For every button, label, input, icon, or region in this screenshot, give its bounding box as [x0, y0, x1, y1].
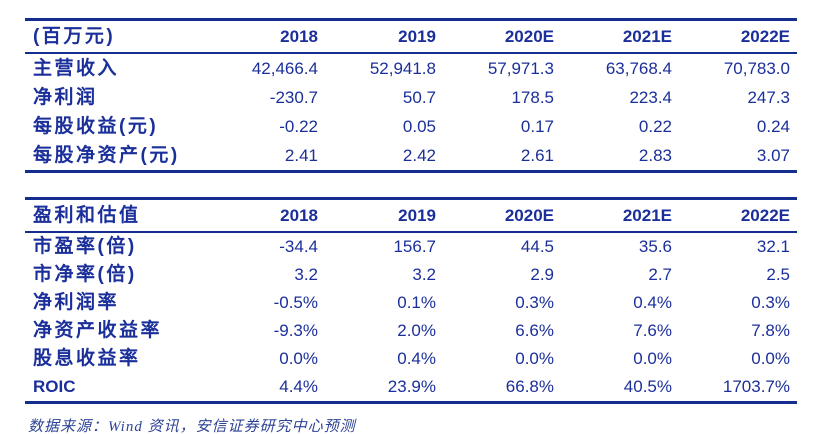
cell-value: 63,768.4: [605, 59, 672, 78]
table-row-dividend-yield: 股息收益率 0.0% 0.4% 0.0% 0.0% 0.0%: [25, 345, 797, 373]
row-label: 每股收益(元): [33, 116, 159, 137]
cell-value: 0.17: [520, 117, 554, 136]
year-header-2018: 2018: [280, 206, 318, 225]
row-label: 市净率(倍): [33, 264, 137, 285]
cell-value: 2.5: [766, 265, 790, 284]
cell-value: 0.0%: [633, 349, 672, 368]
cell-value: 0.05: [402, 117, 436, 136]
cell-value: -34.4: [279, 237, 318, 256]
cell-value: 2.0%: [397, 321, 436, 340]
cell-value: 0.0%: [751, 349, 790, 368]
cell-value: 0.0%: [279, 349, 318, 368]
table-row-roic: ROIC 4.4% 23.9% 66.8% 40.5% 1703.7%: [25, 373, 797, 403]
cell-value: 2.61: [520, 146, 554, 165]
cell-value: 178.5: [511, 88, 554, 107]
valuation-table-header-row: 盈利和估值 2018 2019 2020E 2021E 2022E: [25, 199, 797, 232]
cell-value: 66.8%: [505, 377, 554, 396]
cell-value: 1703.7%: [722, 377, 790, 396]
cell-value: 247.3: [747, 88, 790, 107]
table-row-pe: 市盈率(倍) -34.4 156.7 44.5 35.6 32.1: [25, 232, 797, 261]
cell-value: 223.4: [629, 88, 672, 107]
cell-value: -0.5%: [273, 293, 318, 312]
cell-value: 32.1: [756, 237, 790, 256]
cell-value: 57,971.3: [487, 59, 554, 78]
table-row-net-profit: 净利润 -230.7 50.7 178.5 223.4 247.3: [25, 83, 797, 112]
table-row-net-margin: 净利润率 -0.5% 0.1% 0.3% 0.4% 0.3%: [25, 289, 797, 317]
cell-value: 0.4%: [633, 293, 672, 312]
year-header-2018: 2018: [280, 27, 318, 46]
cell-value: 0.4%: [397, 349, 436, 368]
cell-value: 40.5%: [623, 377, 672, 396]
table-row-roe: 净资产收益率 -9.3% 2.0% 6.6% 7.6% 7.8%: [25, 317, 797, 345]
row-label: 市盈率(倍): [33, 236, 137, 257]
row-label: 净资产收益率: [33, 320, 163, 341]
cell-value: 42,466.4: [251, 59, 318, 78]
row-label: 净利润率: [33, 292, 120, 313]
cell-value: 50.7: [402, 88, 436, 107]
cell-value: 2.7: [648, 265, 672, 284]
cell-value: 0.3%: [751, 293, 790, 312]
cell-value: 35.6: [638, 237, 672, 256]
cell-value: 0.22: [638, 117, 672, 136]
cell-value: 52,941.8: [369, 59, 436, 78]
valuation-table: 盈利和估值 2018 2019 2020E 2021E 2022E 市盈率(倍)…: [25, 197, 797, 404]
year-header-2022e: 2022E: [740, 206, 790, 225]
cell-value: 2.42: [402, 146, 436, 165]
cell-value: 4.4%: [279, 377, 318, 396]
year-header-2021e: 2021E: [622, 206, 672, 225]
valuation-title-header: 盈利和估值: [33, 205, 141, 226]
year-header-2020e: 2020E: [504, 27, 554, 46]
data-source-note: 数据来源：Wind 资讯，安信证券研究中心预测: [28, 419, 356, 434]
unit-header: (百万元): [33, 26, 116, 47]
cell-value: 3.07: [756, 146, 790, 165]
year-header-2019: 2019: [398, 27, 436, 46]
cell-value: 0.3%: [515, 293, 554, 312]
year-header-2022e: 2022E: [740, 27, 790, 46]
cell-value: 6.6%: [515, 321, 554, 340]
table-row-bvps: 每股净资产(元) 2.41 2.42 2.61 2.83 3.07: [25, 141, 797, 172]
cell-value: 3.2: [412, 265, 436, 284]
row-label: 每股净资产(元): [33, 145, 180, 166]
row-label: ROIC: [33, 377, 76, 396]
cell-value: -230.7: [269, 88, 318, 107]
year-header-2021e: 2021E: [622, 27, 672, 46]
cell-value: 7.6%: [633, 321, 672, 340]
income-summary-table: (百万元) 2018 2019 2020E 2021E 2022E 主营收入 4…: [25, 18, 797, 173]
table-row-revenue: 主营收入 42,466.4 52,941.8 57,971.3 63,768.4…: [25, 53, 797, 83]
cell-value: 70,783.0: [723, 59, 790, 78]
cell-value: 0.1%: [397, 293, 436, 312]
cell-value: 2.83: [638, 146, 672, 165]
cell-value: -0.22: [279, 117, 318, 136]
row-label: 股息收益率: [33, 348, 141, 369]
year-header-2019: 2019: [398, 206, 436, 225]
cell-value: 2.41: [284, 146, 318, 165]
year-header-2020e: 2020E: [504, 206, 554, 225]
table-row-eps: 每股收益(元) -0.22 0.05 0.17 0.22 0.24: [25, 112, 797, 141]
cell-value: 23.9%: [387, 377, 436, 396]
row-label: 净利润: [33, 87, 98, 108]
income-table-header-row: (百万元) 2018 2019 2020E 2021E 2022E: [25, 20, 797, 53]
cell-value: 156.7: [393, 237, 436, 256]
cell-value: -9.3%: [273, 321, 318, 340]
cell-value: 0.0%: [515, 349, 554, 368]
cell-value: 3.2: [294, 265, 318, 284]
cell-value: 2.9: [530, 265, 554, 284]
cell-value: 44.5: [520, 237, 554, 256]
row-label: 主营收入: [33, 58, 120, 79]
cell-value: 7.8%: [751, 321, 790, 340]
table-row-pb: 市净率(倍) 3.2 3.2 2.9 2.7 2.5: [25, 261, 797, 289]
cell-value: 0.24: [756, 117, 790, 136]
